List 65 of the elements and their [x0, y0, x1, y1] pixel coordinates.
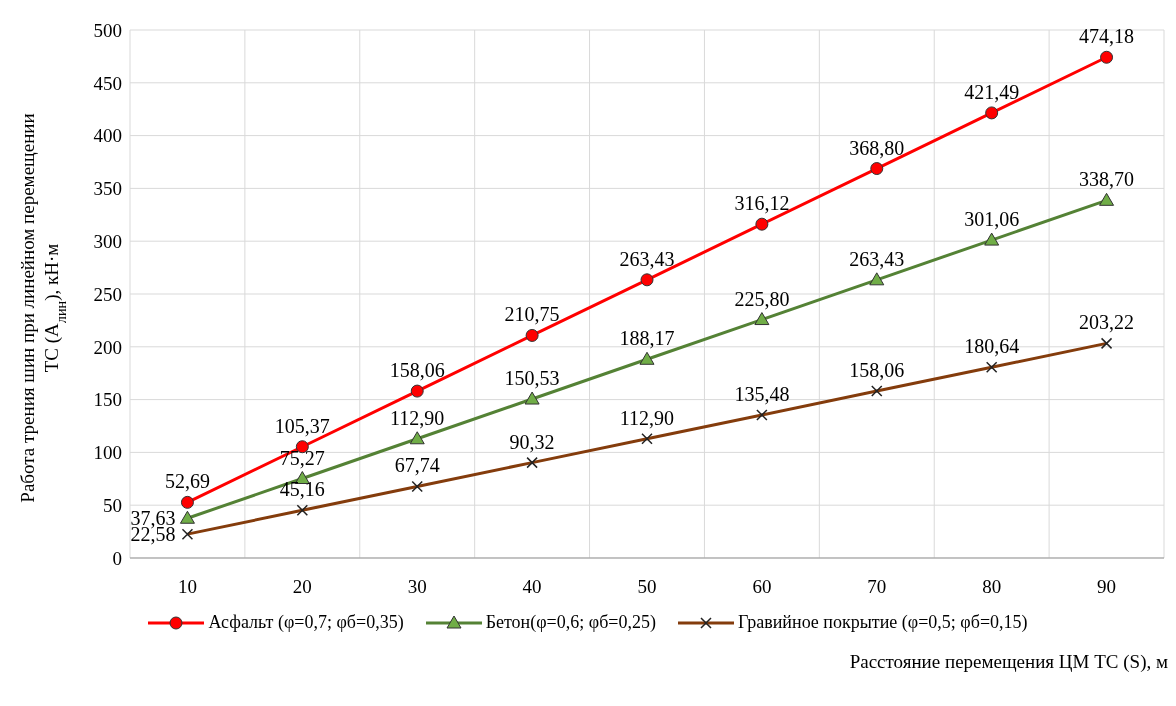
data-label: 105,37 [274, 414, 330, 437]
y-tick-label: 50 [103, 494, 122, 516]
data-label: 45,16 [279, 478, 325, 501]
data-label: 263,43 [619, 247, 675, 270]
point [870, 162, 884, 176]
point [755, 217, 769, 231]
data-label: 338,70 [1079, 168, 1135, 191]
point [869, 272, 885, 286]
x-tick-label: 60 [752, 576, 772, 598]
point [524, 391, 540, 405]
data-label: 112,90 [390, 406, 445, 429]
y-tick-label: 450 [93, 72, 122, 94]
point [409, 431, 425, 445]
y-tick-label: 350 [93, 178, 122, 200]
data-label: 188,17 [619, 327, 675, 350]
x-tick-label: 70 [867, 576, 887, 598]
data-label: 368,80 [849, 136, 905, 159]
point [985, 106, 999, 120]
point [754, 312, 770, 326]
data-label: 52,69 [164, 470, 210, 493]
point [180, 495, 194, 509]
x-tick-label: 80 [982, 576, 1002, 598]
data-label: 421,49 [964, 80, 1020, 103]
point [1100, 50, 1114, 64]
x-tick-label: 40 [522, 576, 542, 598]
x-tick-label: 50 [637, 576, 657, 598]
legend-label: Бетон(φ=0,6; φб=0,25) [485, 612, 656, 633]
point [410, 384, 424, 398]
data-label: 210,75 [504, 303, 560, 326]
point [984, 232, 1000, 246]
data-label: 203,22 [1079, 311, 1135, 334]
data-label: 112,90 [619, 406, 675, 429]
data-label: 75,27 [279, 446, 325, 469]
legend-label: Гравийное покрытие (φ=0,5; φб=0,15) [737, 612, 1028, 633]
y-tick-label: 0 [112, 547, 122, 569]
y-tick-label: 400 [93, 125, 122, 147]
y-tick-label: 250 [93, 283, 122, 305]
point [1099, 192, 1115, 206]
data-label: 263,43 [849, 247, 905, 270]
y-tick-label: 500 [93, 19, 122, 41]
y-tick-label: 200 [93, 336, 122, 358]
x-tick-label: 20 [292, 576, 312, 598]
x-tick-label: 30 [407, 576, 427, 598]
data-label: 150,53 [504, 367, 560, 390]
data-label: 158,06 [389, 359, 445, 382]
data-label: 158,06 [849, 359, 905, 382]
data-label: 135,48 [734, 382, 790, 405]
x-axis-title: Расстояние перемещения ЦМ ТС (S), м [848, 651, 1168, 673]
y-tick-label: 150 [93, 389, 122, 411]
data-label: 90,32 [509, 430, 555, 453]
data-label: 316,12 [734, 192, 790, 215]
y-tick-label: 100 [93, 442, 122, 464]
data-label: 180,64 [964, 335, 1020, 358]
point [639, 351, 655, 365]
data-label: 474,18 [1079, 25, 1135, 48]
y-tick-label: 300 [93, 230, 122, 252]
x-tick-label: 90 [1097, 576, 1117, 598]
x-tick-label: 10 [177, 576, 197, 598]
point [640, 273, 654, 287]
legend-label: Асфальт (φ=0,7; φб=0,35) [208, 612, 404, 633]
point [179, 510, 195, 524]
point [525, 328, 539, 342]
data-label: 67,74 [394, 454, 440, 477]
data-label: 301,06 [964, 208, 1020, 231]
data-label: 225,80 [734, 287, 790, 310]
